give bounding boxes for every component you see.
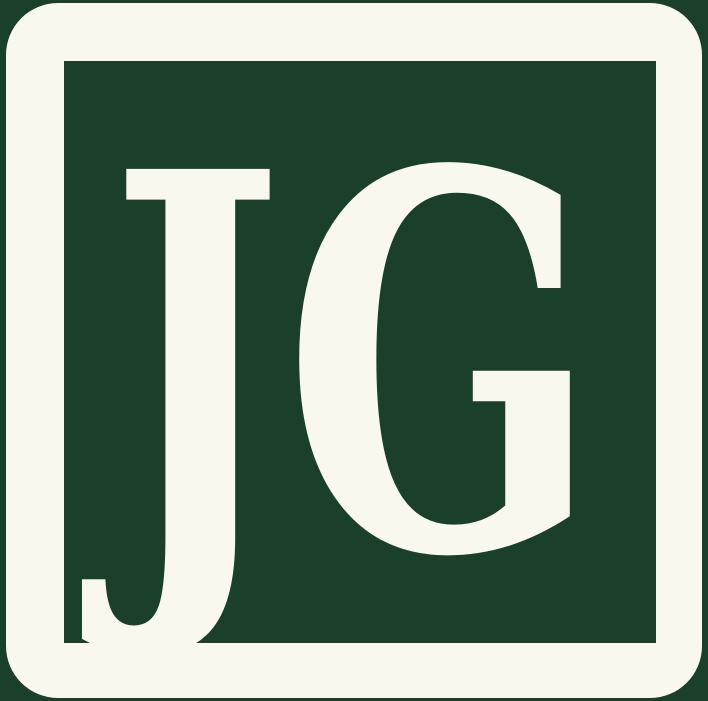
monogram-text: JG xyxy=(80,60,599,671)
logo-frame xyxy=(6,3,702,698)
logo-panel xyxy=(64,61,656,643)
